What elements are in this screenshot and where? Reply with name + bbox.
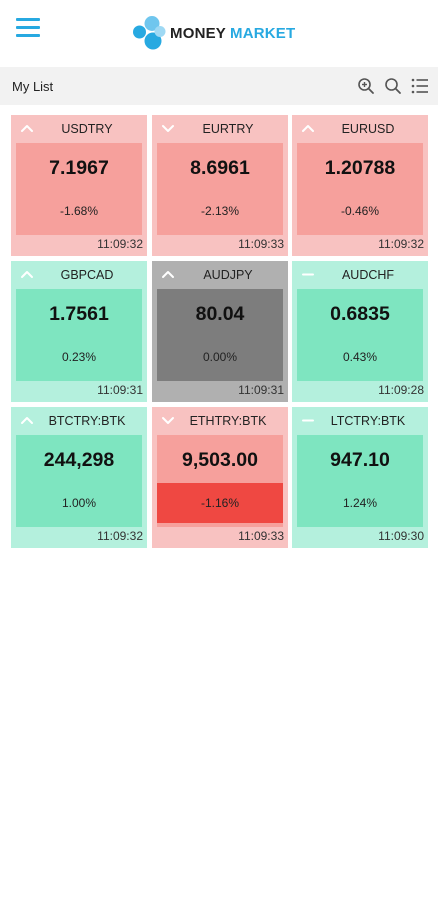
ticker-time: 11:09:33 [238, 529, 284, 543]
ticker-price: 7.1967 [49, 157, 109, 179]
ticker-symbol: EURUSD [341, 122, 395, 136]
ticker-tile[interactable]: LTCTRY:BTK 947.10 1.24% 11:09:30 [292, 407, 428, 548]
ticker-price: 1.20788 [324, 157, 396, 179]
ticker-change: -2.13% [200, 204, 240, 218]
ticker-body: 9,503.00 -1.16% [157, 435, 283, 527]
ticker-price: 0.6835 [330, 303, 390, 325]
ticker-header: EURUSD [292, 115, 428, 143]
ticker-price: 9,503.00 [182, 449, 258, 471]
ticker-price: 80.04 [195, 303, 245, 325]
ticker-time: 11:09:31 [97, 383, 143, 397]
change-box: 1.24% [297, 483, 423, 523]
ticker-tile[interactable]: USDTRY 7.1967 -1.68% 11:09:32 [11, 115, 147, 256]
ticker-tile[interactable]: BTCTRY:BTK 244,298 1.00% 11:09:32 [11, 407, 147, 548]
ticker-symbol: GBPCAD [60, 268, 114, 282]
ticker-symbol: USDTRY [61, 122, 113, 136]
ticker-header: LTCTRY:BTK [292, 407, 428, 435]
ticker-tile[interactable]: AUDJPY 80.04 0.00% 11:09:31 [152, 261, 288, 402]
ticker-change: 0.23% [61, 350, 97, 364]
ticker-price: 1.7561 [49, 303, 109, 325]
ticker-price: 947.10 [330, 449, 390, 471]
ticker-symbol: EURTRY [202, 122, 254, 136]
change-box: -1.16% [157, 483, 283, 523]
ticker-change: 1.00% [61, 496, 97, 510]
ticker-tile[interactable]: EURTRY 8.6961 -2.13% 11:09:33 [152, 115, 288, 256]
change-box: 0.43% [297, 337, 423, 377]
list-view-icon[interactable] [410, 76, 430, 96]
chevron-down-icon [161, 121, 175, 135]
ticker-header: USDTRY [11, 115, 147, 143]
ticker-body: 80.04 0.00% [157, 289, 283, 381]
ticker-time: 11:09:32 [378, 237, 424, 251]
brand-word-money: MONEY [170, 24, 227, 42]
ticker-body: 0.6835 0.43% [297, 289, 423, 381]
ticker-tile[interactable]: AUDCHF 0.6835 0.43% 11:09:28 [292, 261, 428, 402]
app-header: MONEY MARKET [0, 0, 438, 66]
zoom-in-icon[interactable] [356, 76, 376, 96]
ticker-change: -0.46% [340, 204, 380, 218]
ticker-change: 1.24% [342, 496, 378, 510]
change-box: -1.68% [16, 191, 142, 231]
chevron-up-icon [20, 121, 34, 135]
ticker-header: ETHTRY:BTK [152, 407, 288, 435]
chevron-up-icon [161, 267, 175, 281]
ticker-header: GBPCAD [11, 261, 147, 289]
ticker-change: 0.00% [202, 350, 238, 364]
ticker-change: 0.43% [342, 350, 378, 364]
ticker-price: 244,298 [43, 449, 115, 471]
change-box: -0.46% [297, 191, 423, 231]
ticker-time: 11:09:28 [378, 383, 424, 397]
minus-icon [301, 267, 315, 281]
ticker-time: 11:09:32 [97, 237, 143, 251]
list-title: My List [12, 79, 54, 94]
minus-icon [301, 413, 315, 427]
ticker-header: AUDJPY [152, 261, 288, 289]
ticker-time: 11:09:30 [378, 529, 424, 543]
my-list-bar: My List [0, 67, 438, 105]
ticker-symbol: LTCTRY:BTK [330, 414, 406, 428]
change-box: 0.00% [157, 337, 283, 377]
brand-word-market: MARKET [230, 24, 296, 42]
ticker-body: 1.20788 -0.46% [297, 143, 423, 235]
ticker-body: 947.10 1.24% [297, 435, 423, 527]
chevron-up-icon [301, 121, 315, 135]
change-box: 0.23% [16, 337, 142, 377]
chevron-up-icon [20, 267, 34, 281]
ticker-price: 8.6961 [190, 157, 250, 179]
ticker-change: -1.68% [59, 204, 99, 218]
ticker-tile[interactable]: EURUSD 1.20788 -0.46% 11:09:32 [292, 115, 428, 256]
brand-logo: MONEY MARKET [132, 15, 295, 51]
hamburger-menu-icon[interactable] [16, 18, 40, 38]
ticker-change: -1.16% [200, 496, 240, 510]
chevron-up-icon [20, 413, 34, 427]
change-box: -2.13% [157, 191, 283, 231]
ticker-body: 7.1967 -1.68% [16, 143, 142, 235]
ticker-body: 244,298 1.00% [16, 435, 142, 527]
ticker-time: 11:09:33 [238, 237, 284, 251]
ticker-time: 11:09:32 [97, 529, 143, 543]
ticker-time: 11:09:31 [238, 383, 284, 397]
ticker-body: 1.7561 0.23% [16, 289, 142, 381]
ticker-tile[interactable]: ETHTRY:BTK 9,503.00 -1.16% 11:09:33 [152, 407, 288, 548]
ticker-body: 8.6961 -2.13% [157, 143, 283, 235]
ticker-header: AUDCHF [292, 261, 428, 289]
logo-bubbles-icon [133, 16, 166, 50]
ticker-tile[interactable]: GBPCAD 1.7561 0.23% 11:09:31 [11, 261, 147, 402]
search-icon[interactable] [383, 76, 403, 96]
ticker-symbol: BTCTRY:BTK [48, 414, 126, 428]
ticker-header: BTCTRY:BTK [11, 407, 147, 435]
ticker-symbol: AUDJPY [203, 268, 253, 282]
ticker-header: EURTRY [152, 115, 288, 143]
ticker-symbol: AUDCHF [341, 268, 395, 282]
ticker-symbol: ETHTRY:BTK [189, 414, 267, 428]
chevron-down-icon [161, 413, 175, 427]
change-box: 1.00% [16, 483, 142, 523]
